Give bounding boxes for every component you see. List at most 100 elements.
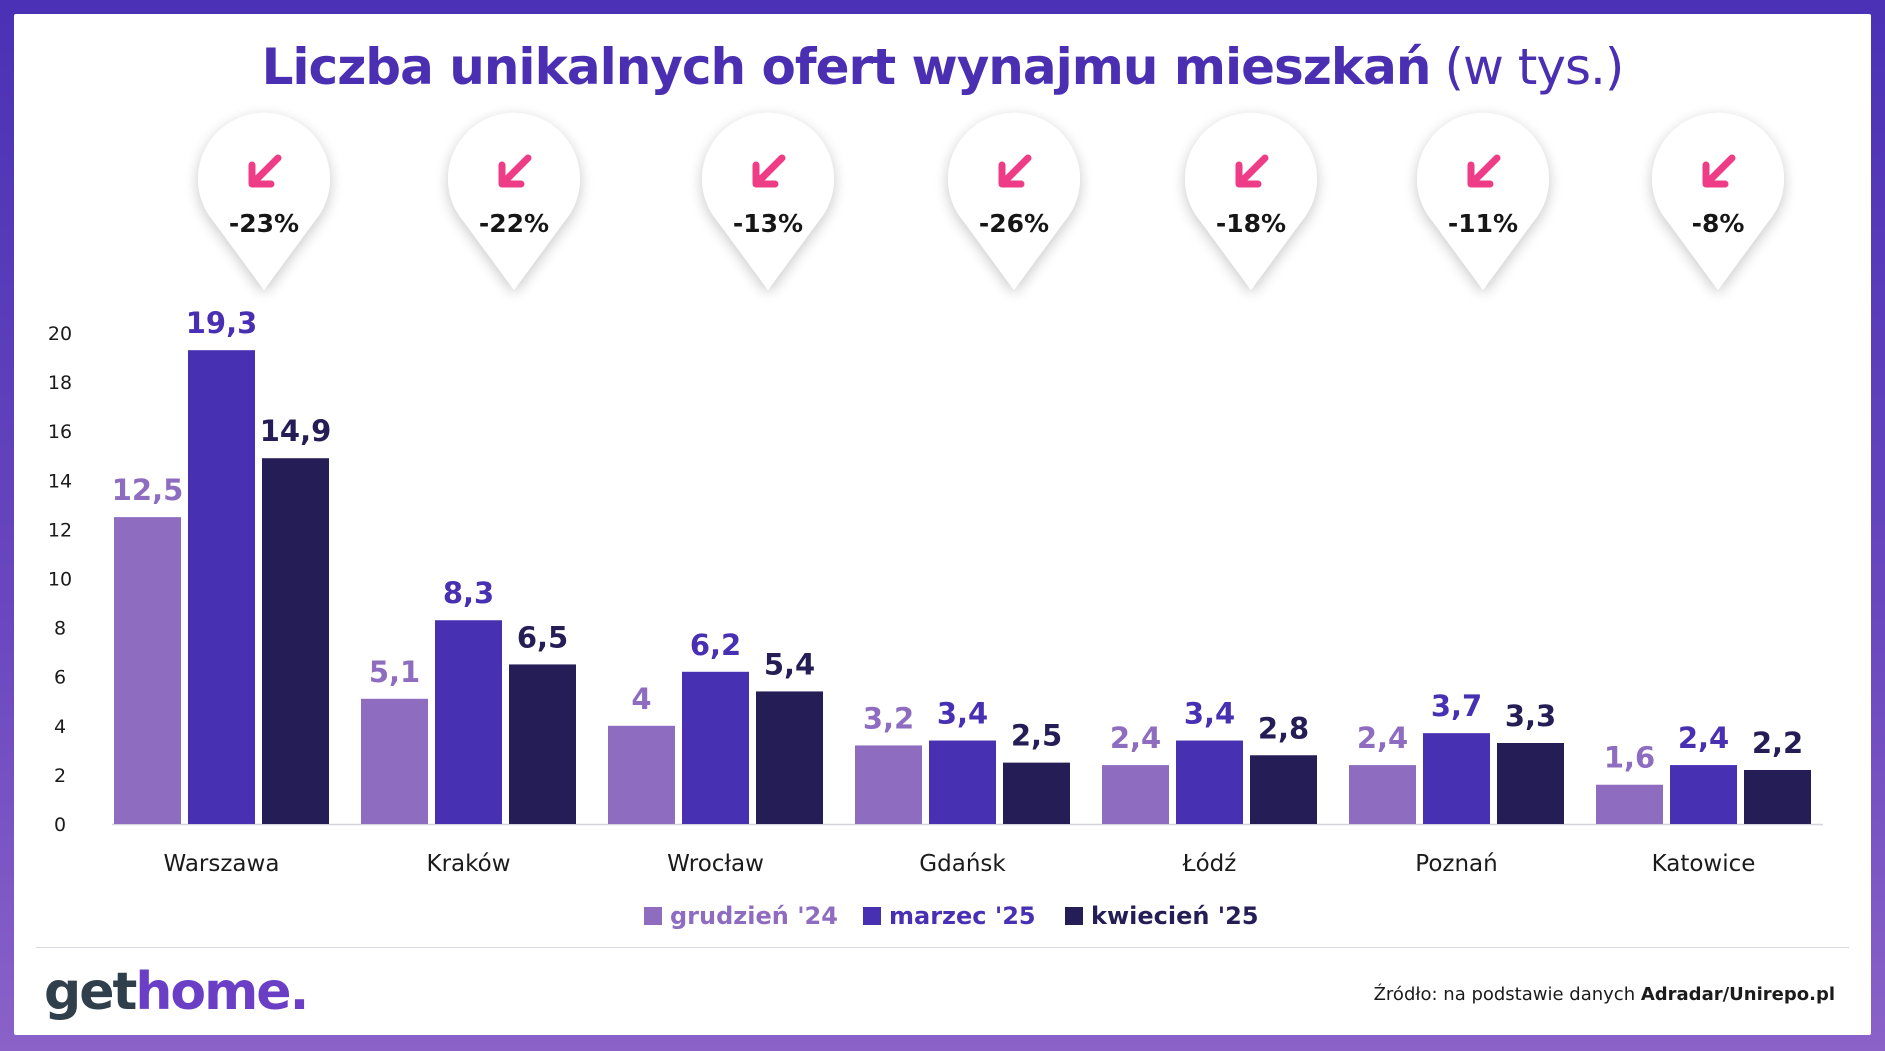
bar-value-label: 6,2 (690, 628, 741, 662)
y-tick-label: 4 (54, 716, 66, 738)
bar (756, 691, 823, 824)
bar-value-label: 12,5 (112, 473, 184, 507)
y-tick-label: 8 (54, 618, 66, 640)
change-badge: -13% (702, 112, 835, 290)
badge-shape (948, 112, 1080, 290)
source-prefix: Źródło: na podstawie danych (1373, 984, 1641, 1005)
arrow-down-left-icon (498, 154, 532, 188)
source-name: Adradar/Unirepo.pl (1640, 984, 1835, 1005)
chart-title-main: Liczba unikalnych ofert wynajmu mieszkań (261, 38, 1432, 96)
bar-value-label: 2,5 (1011, 719, 1062, 753)
bar (855, 745, 922, 824)
footer-divider (36, 947, 1849, 948)
bar-value-label: 2,4 (1110, 721, 1161, 755)
bar (114, 517, 181, 824)
change-badge: -22% (448, 112, 581, 290)
bar (1176, 740, 1243, 824)
category-label: Warszawa (164, 851, 280, 877)
legend-swatch (644, 907, 662, 925)
y-tick-label: 2 (54, 765, 66, 787)
logo-get: get (44, 962, 137, 1022)
badge-shape (448, 112, 581, 290)
bar-value-label: 19,3 (186, 306, 258, 340)
arrow-down-left-icon (248, 154, 282, 188)
legend-label: marzec '25 (889, 902, 1036, 930)
bar-value-label: 2,2 (1752, 726, 1803, 760)
bar-value-label: 5,4 (764, 647, 815, 681)
bar-value-label: 3,7 (1431, 689, 1482, 723)
arrow-down-left-icon (1467, 154, 1501, 188)
bar (1497, 742, 1564, 824)
legend-label: grudzień '24 (670, 902, 838, 930)
arrow-down-left-icon (1235, 154, 1269, 188)
bar (608, 725, 675, 824)
badge-shape (1416, 112, 1550, 290)
chart-title-unit: (w tys.) (1444, 38, 1624, 96)
legend-item: marzec '25 (863, 902, 1036, 930)
change-badge: -18% (1184, 112, 1317, 290)
arrow-down-left-icon (1702, 154, 1736, 188)
change-percent-label: -18% (1216, 209, 1286, 238)
change-percent-label: -22% (479, 209, 549, 238)
y-tick-label: 18 (48, 372, 72, 394)
change-badge: -26% (948, 112, 1080, 290)
bar (509, 664, 576, 824)
change-badge: -11% (1416, 112, 1550, 290)
y-tick-label: 16 (48, 421, 72, 443)
y-tick-label: 0 (54, 814, 66, 836)
logo-dot: . (289, 962, 310, 1022)
legend-item: kwiecień '25 (1065, 902, 1259, 930)
badge-shape (1184, 112, 1317, 290)
bar (1596, 784, 1663, 824)
badge-shape (198, 112, 330, 290)
bar-value-label: 1,6 (1604, 741, 1655, 775)
y-tick-label: 10 (48, 569, 72, 591)
bar-value-label: 8,3 (443, 576, 494, 610)
arrow-down-left-icon (752, 154, 786, 188)
category-label: Katowice (1652, 851, 1756, 877)
category-label: Poznań (1415, 851, 1497, 877)
category-label: Gdańsk (919, 851, 1006, 877)
bar-value-label: 5,1 (369, 655, 420, 689)
change-percent-label: -23% (229, 209, 299, 238)
bar (1003, 762, 1070, 824)
change-percent-label: -8% (1692, 209, 1745, 238)
y-tick-label: 6 (54, 667, 66, 689)
bar (1102, 765, 1169, 824)
chart-title: Liczba unikalnych ofert wynajmu mieszkań… (0, 38, 1885, 96)
bar-value-label: 14,9 (260, 414, 332, 448)
bar-value-label: 3,2 (863, 701, 914, 735)
legend-item: grudzień '24 (644, 902, 838, 930)
gethome-logo: gethome. (44, 962, 310, 1022)
y-tick-label: 20 (48, 323, 72, 345)
bar (1423, 733, 1490, 824)
legend-swatch (863, 907, 881, 925)
bar (1250, 755, 1317, 824)
arrow-down-left-icon (998, 154, 1032, 188)
bar (1744, 769, 1811, 824)
category-label: Łódź (1182, 851, 1237, 877)
y-tick-label: 12 (48, 519, 72, 541)
bar (1670, 765, 1737, 824)
change-badge: -23% (198, 112, 330, 290)
category-label: Wrocław (667, 851, 764, 877)
bar (929, 740, 996, 824)
bar (188, 350, 255, 824)
change-badge: -8% (1651, 112, 1785, 290)
bar (435, 620, 502, 824)
bar-value-label: 2,4 (1678, 721, 1729, 755)
legend-label: kwiecień '25 (1091, 902, 1259, 930)
bar (1349, 765, 1416, 824)
bar (262, 458, 329, 824)
logo-home: home (135, 962, 291, 1022)
bar-value-label: 2,4 (1357, 721, 1408, 755)
bar (361, 698, 428, 824)
bar-value-label: 4 (631, 682, 651, 716)
bar-value-label: 2,8 (1258, 711, 1309, 745)
y-tick-label: 14 (48, 470, 72, 492)
change-percent-label: -26% (979, 209, 1049, 238)
bar-value-label: 3,4 (1184, 697, 1235, 731)
bar (682, 671, 749, 824)
change-percent-label: -13% (733, 209, 803, 238)
